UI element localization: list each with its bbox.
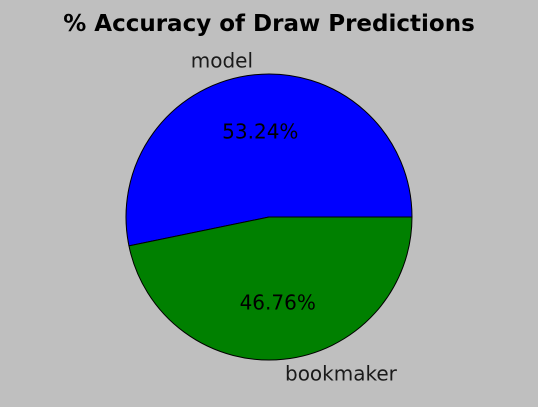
pie-slice-bookmaker [128, 216, 413, 361]
pie-slice-model [125, 73, 413, 247]
slice-label-bookmaker: bookmaker [285, 362, 398, 386]
chart-title: % Accuracy of Draw Predictions [63, 11, 475, 37]
slice-label-model: model [191, 49, 253, 73]
pct-label-model: 53.24% [222, 120, 298, 144]
pie-labels: 53.24% model 46.76% bookmaker [191, 49, 398, 386]
pct-label-bookmaker: 46.76% [240, 290, 316, 314]
pie-slices [125, 73, 413, 361]
